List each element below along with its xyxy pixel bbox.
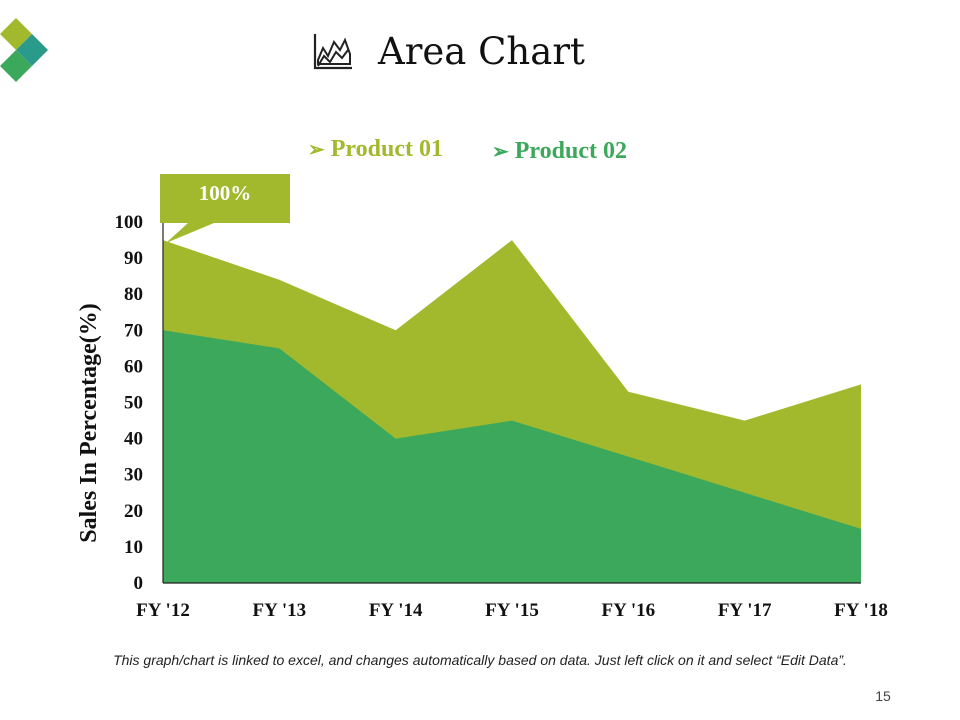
y-tick-label: 40 (124, 429, 143, 450)
plot-areas (163, 240, 861, 583)
x-tick-label: FY '16 (602, 600, 656, 621)
diamond-logo (0, 18, 48, 82)
page-title: Area Chart (378, 29, 585, 73)
y-tick-label: 80 (124, 284, 143, 305)
legend-item-product-02: ➢ Product 02 (492, 138, 627, 165)
area-chart-icon (313, 34, 352, 70)
footer-note: This graph/chart is linked to excel, and… (113, 652, 847, 668)
y-axis-label: Sales In Percentage(%) (76, 303, 102, 543)
y-tick-label: 0 (134, 573, 144, 594)
page-number: 15 (875, 688, 891, 704)
y-tick-label: 70 (124, 320, 143, 341)
x-tick-label: FY '14 (369, 600, 423, 621)
x-tick-labels: FY '12 FY '13 FY '14 FY '15 FY '16 FY '17 FY '… (136, 600, 888, 621)
x-tick-label: FY '12 (136, 600, 190, 621)
x-tick-label: FY '13 (253, 600, 307, 621)
arrow-bullet-icon: ➢ (308, 139, 325, 161)
chart-axes (162, 222, 861, 584)
legend-label: Product 01 (330, 136, 443, 162)
logo-diamond-bottom (0, 50, 32, 82)
x-tick-label: FY '15 (485, 600, 539, 621)
y-tick-label: 60 (124, 356, 143, 377)
legend-item-product-01: ➢ Product 01 (308, 136, 443, 163)
y-tick-label: 100 (115, 212, 144, 233)
y-tick-label: 50 (124, 393, 143, 414)
slide-header: Area Chart (312, 26, 585, 76)
y-tick-label: 20 (124, 501, 143, 522)
callout-label: 100% (199, 181, 252, 205)
y-tick-label: 90 (124, 248, 143, 269)
arrow-bullet-icon: ➢ (492, 141, 509, 163)
callout-box (160, 174, 290, 243)
legend-label: Product 02 (514, 138, 627, 164)
chart-legend: ➢ Product 01 ➢ Product 02 (0, 132, 960, 172)
y-tick-label: 30 (124, 465, 143, 486)
area-series-product-02[interactable] (163, 330, 861, 583)
callout-100-percent: 100% (160, 174, 290, 243)
x-tick-label: FY '18 (834, 600, 888, 621)
y-tick-labels: 0 10 20 30 40 50 60 70 80 90 100 (115, 212, 144, 594)
y-tick-label: 10 (124, 537, 143, 558)
x-tick-label: FY '17 (718, 600, 772, 621)
